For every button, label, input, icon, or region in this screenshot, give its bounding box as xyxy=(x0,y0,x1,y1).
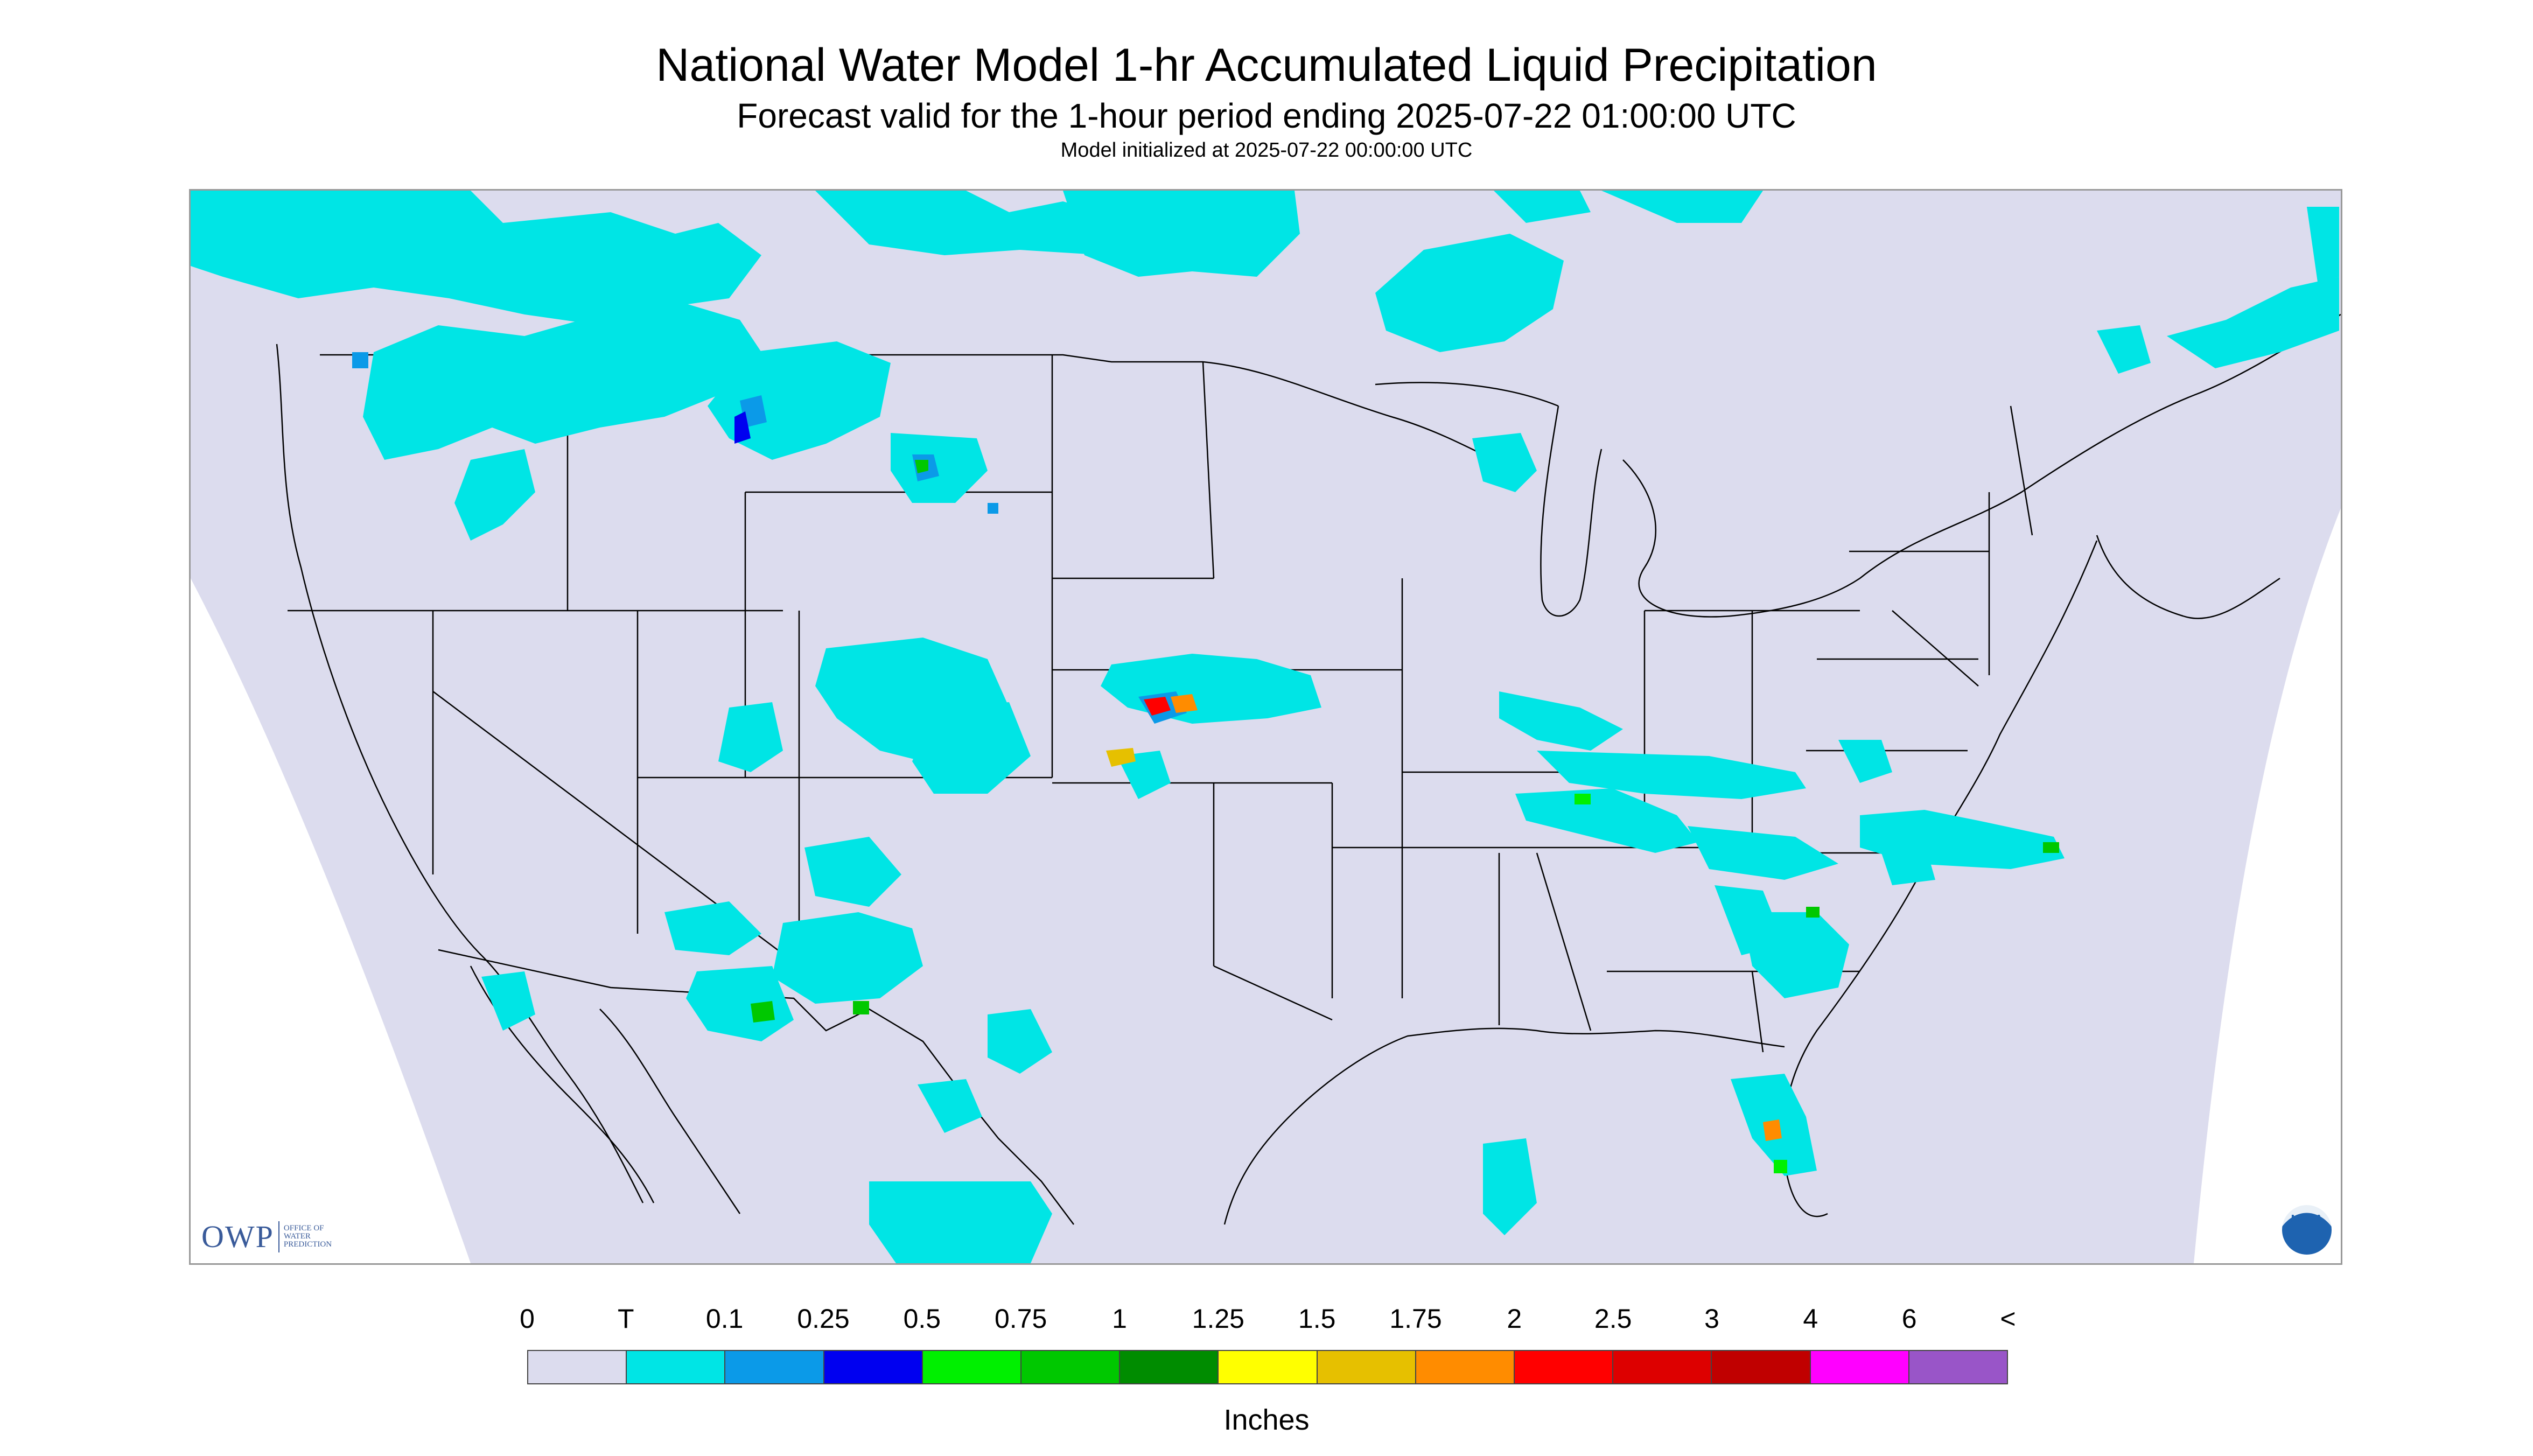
noaa-emblem-icon: NOAA xyxy=(2280,1203,2334,1257)
map-canvas: OWP OFFICE OF WATER PREDICTION NOAA xyxy=(191,191,2341,1263)
legend-swatch xyxy=(627,1351,726,1383)
legend-tick-labels: 0 T 0.1 0.25 0.5 0.75 1 1.25 1.5 1.75 2 2.5 3 4 6 < xyxy=(0,1303,2533,1335)
legend-tick-label: T xyxy=(618,1304,634,1334)
legend-swatch xyxy=(1712,1351,1811,1383)
owp-logo-separator xyxy=(278,1221,279,1252)
legend-swatch xyxy=(528,1351,627,1383)
legend-tick-label: 2 xyxy=(1507,1304,1522,1334)
model-init-line: Model initialized at 2025-07-22 00:00:00… xyxy=(1060,139,1473,162)
legend-swatch xyxy=(1613,1351,1712,1383)
legend-tick-label: 0.1 xyxy=(705,1304,744,1334)
precip-trace-areas xyxy=(191,191,2339,1263)
legend-swatch xyxy=(922,1351,1022,1383)
legend-swatch xyxy=(1416,1351,1515,1383)
owp-logo-line2: WATER xyxy=(283,1232,311,1241)
legend-tick-label: 1.75 xyxy=(1389,1304,1442,1334)
legend-tick-label: 0 xyxy=(520,1304,535,1334)
legend-swatch xyxy=(725,1351,824,1383)
legend-swatch xyxy=(1810,1351,1909,1383)
owp-logo-text: OFFICE OF WATER PREDICTION xyxy=(284,1224,332,1249)
legend-tick-label: 1.25 xyxy=(1192,1304,1244,1334)
map-title: National Water Model 1-hr Accumulated Li… xyxy=(656,39,1877,91)
legend-swatch xyxy=(1120,1351,1219,1383)
legend-tick-label: < xyxy=(2000,1304,2016,1334)
legend-swatch xyxy=(1219,1351,1318,1383)
legend-tick-label: 6 xyxy=(1901,1304,1917,1334)
legend-tick-label: 3 xyxy=(1704,1304,1719,1334)
legend-tick-label: 1.5 xyxy=(1298,1304,1336,1334)
precipitation-map: OWP OFFICE OF WATER PREDICTION NOAA xyxy=(189,189,2342,1265)
legend-tick-label: 1 xyxy=(1112,1304,1127,1334)
legend-tick-label: 4 xyxy=(1803,1304,1818,1334)
legend-units-label: Inches xyxy=(1223,1404,1310,1436)
owp-logo-line3: PREDICTION xyxy=(283,1240,332,1249)
legend-swatch xyxy=(1515,1351,1614,1383)
legend-swatch xyxy=(1317,1351,1416,1383)
owp-logo-letters: OWP xyxy=(201,1219,274,1254)
legend-tick-label: 0.25 xyxy=(797,1304,850,1334)
legend-swatch xyxy=(1909,1351,2007,1383)
precip-moderate-areas xyxy=(352,352,2059,1173)
legend-swatch xyxy=(1021,1351,1121,1383)
forecast-valid-line: Forecast valid for the 1-hour period end… xyxy=(737,96,1796,135)
legend-tick-label: 0.5 xyxy=(903,1304,941,1334)
legend-tick-label: 0.75 xyxy=(994,1304,1047,1334)
owp-logo: OWP OFFICE OF WATER PREDICTION xyxy=(201,1219,332,1255)
legend-swatch xyxy=(824,1351,923,1383)
legend-color-bar xyxy=(527,1350,2008,1384)
legend-tick-label: 2.5 xyxy=(1594,1304,1632,1334)
owp-logo-line1: OFFICE OF xyxy=(283,1224,324,1233)
noaa-logo-text: NOAA xyxy=(2291,1213,2323,1225)
